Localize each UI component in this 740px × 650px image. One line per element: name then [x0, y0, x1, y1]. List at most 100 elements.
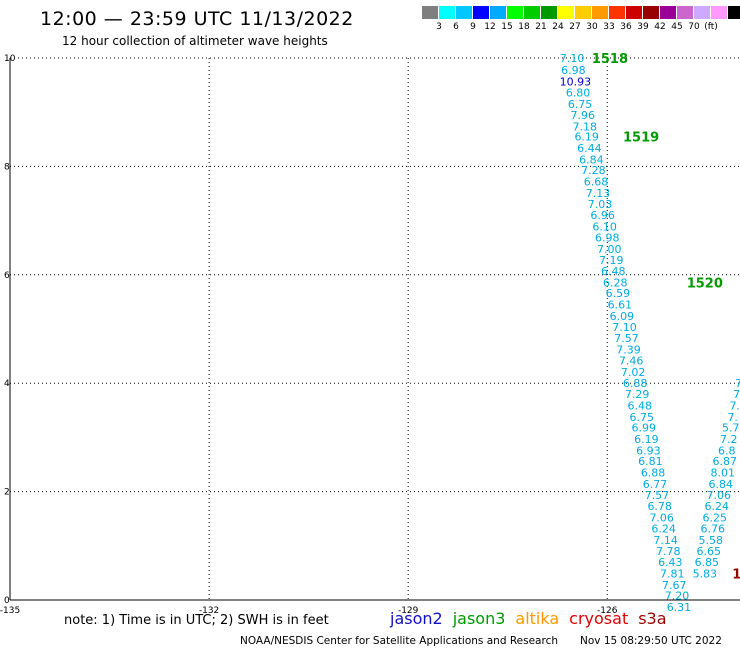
scale-swatch — [456, 6, 473, 19]
data-point-label: 7 — [735, 377, 740, 390]
scale-label: 15 — [501, 22, 513, 32]
data-point-label: 7.2 — [720, 433, 738, 446]
scale-swatch — [490, 6, 507, 19]
data-point-label: 6.84 — [709, 478, 734, 491]
scale-label: 9 — [470, 22, 476, 32]
x-tick-label: -135 — [0, 606, 20, 616]
data-point-label: 10.93 — [560, 75, 592, 88]
data-point-label: 7.20 — [665, 590, 690, 603]
scale-swatch — [592, 6, 609, 19]
data-point-label: 6.78 — [647, 500, 672, 513]
data-point-label: 6.43 — [658, 556, 683, 569]
scale-label: 18 — [518, 22, 530, 32]
time-annotation: 12 — [732, 567, 740, 582]
data-point-label: 7.03 — [588, 198, 613, 211]
scale-label: 27 — [569, 22, 581, 32]
scale-label: 70 — [688, 22, 700, 32]
scale-swatch — [643, 6, 660, 19]
scale-label: 42 — [654, 22, 666, 32]
data-point-label: 7.81 — [660, 567, 685, 580]
scale-swatch — [541, 6, 558, 19]
data-point-label: 6.96 — [590, 209, 615, 222]
data-point-label: 7. — [729, 399, 740, 412]
mission-legend: jason2 jason3 altika cryosat s3a — [390, 609, 677, 628]
timestamp-text: Nov 15 08:29:50 UTC 2022 — [580, 635, 722, 647]
data-point-label: 6.75 — [568, 98, 593, 111]
data-point-label: 6.10 — [592, 221, 617, 234]
data-point-label: 6.80 — [566, 87, 591, 100]
time-annotation: 1519 — [623, 131, 659, 146]
data-point-label: 6.81 — [638, 455, 663, 468]
x-tick-label: -132 — [199, 606, 219, 616]
data-point-label: 5.7 — [722, 422, 740, 435]
y-tick-label: 8 — [4, 162, 10, 172]
y-tick-label: 2 — [4, 488, 10, 498]
scale-swatch — [439, 6, 456, 19]
data-point-label: 6.31 — [667, 601, 692, 614]
data-point-label: 7.28 — [581, 164, 606, 177]
data-point-label: 6.65 — [697, 545, 722, 558]
scale-label: (ft) — [704, 22, 718, 32]
scale-label: 24 — [552, 22, 564, 32]
data-point-label: 6.24 — [705, 500, 730, 513]
scale-swatch — [609, 6, 626, 19]
data-point-label: 7.06 — [707, 489, 732, 502]
scale-swatch — [524, 6, 541, 19]
scale-swatch — [422, 6, 439, 19]
data-point-label: 7.18 — [572, 120, 597, 133]
data-point-label: 7 — [733, 388, 740, 401]
data-point-label: 5.58 — [699, 534, 724, 547]
scale-label: 3 — [436, 22, 442, 32]
scale-swatch — [660, 6, 677, 19]
scale-swatch — [626, 6, 643, 19]
scale-label: 6 — [453, 22, 459, 32]
data-point-label: 7.29 — [625, 388, 650, 401]
scale-swatch — [711, 6, 728, 19]
credit-text: NOAA/NESDIS Center for Satellite Applica… — [240, 635, 558, 647]
scale-label: 12 — [484, 22, 496, 32]
x-tick-label: -126 — [597, 606, 618, 616]
scale-label: 33 — [603, 22, 615, 32]
scale-swatch — [473, 6, 490, 19]
data-point-label: 6.93 — [636, 444, 661, 457]
scale-swatch — [677, 6, 694, 19]
data-point-label: 6.85 — [695, 556, 720, 569]
data-point-label: 6.09 — [610, 310, 635, 323]
scale-swatch — [507, 6, 524, 19]
scale-swatch — [558, 6, 575, 19]
units-note: note: 1) Time is in UTC; 2) SWH is in fe… — [64, 613, 329, 628]
data-point-label: 7.14 — [653, 534, 678, 547]
scale-label: 21 — [535, 22, 547, 32]
data-point-label: 6.44 — [577, 142, 602, 155]
data-point-label: 7.13 — [586, 187, 611, 200]
scale-label: 30 — [586, 22, 598, 32]
data-point-label: 7.96 — [570, 109, 595, 122]
data-point-label: 7.10 — [560, 52, 585, 65]
data-point-label: 6.48 — [628, 399, 653, 412]
data-point-label: 7.10 — [612, 321, 637, 334]
time-annotation: 1520 — [687, 276, 723, 291]
scale-swatch — [694, 6, 711, 19]
data-point-label: 6.75 — [630, 411, 655, 424]
data-point-label: 7.46 — [619, 354, 644, 367]
data-point-label: 6.48 — [601, 265, 626, 278]
scale-label: 36 — [620, 22, 632, 32]
scale-swatch — [575, 6, 592, 19]
data-point-label: 6.77 — [643, 478, 668, 491]
data-point-label: 6.25 — [703, 512, 728, 525]
data-point-label: 7.57 — [645, 489, 670, 502]
scale-label: 45 — [671, 22, 683, 32]
data-point-label: 6.28 — [603, 276, 628, 289]
mission-jason2: jason2 — [390, 609, 443, 628]
data-point-label: 6.19 — [574, 131, 599, 144]
data-point-label: 6.98 — [595, 231, 620, 244]
data-point-label: 7.06 — [649, 512, 674, 525]
data-point-label: 7.78 — [656, 545, 681, 558]
y-tick-label: 4 — [4, 379, 10, 389]
data-point-label: 6.19 — [634, 433, 659, 446]
mission-s3a: s3a — [638, 609, 667, 628]
data-point-label: 6.99 — [632, 422, 657, 435]
y-tick-label: 6 — [4, 271, 10, 281]
data-point-label: 7.39 — [616, 344, 641, 357]
